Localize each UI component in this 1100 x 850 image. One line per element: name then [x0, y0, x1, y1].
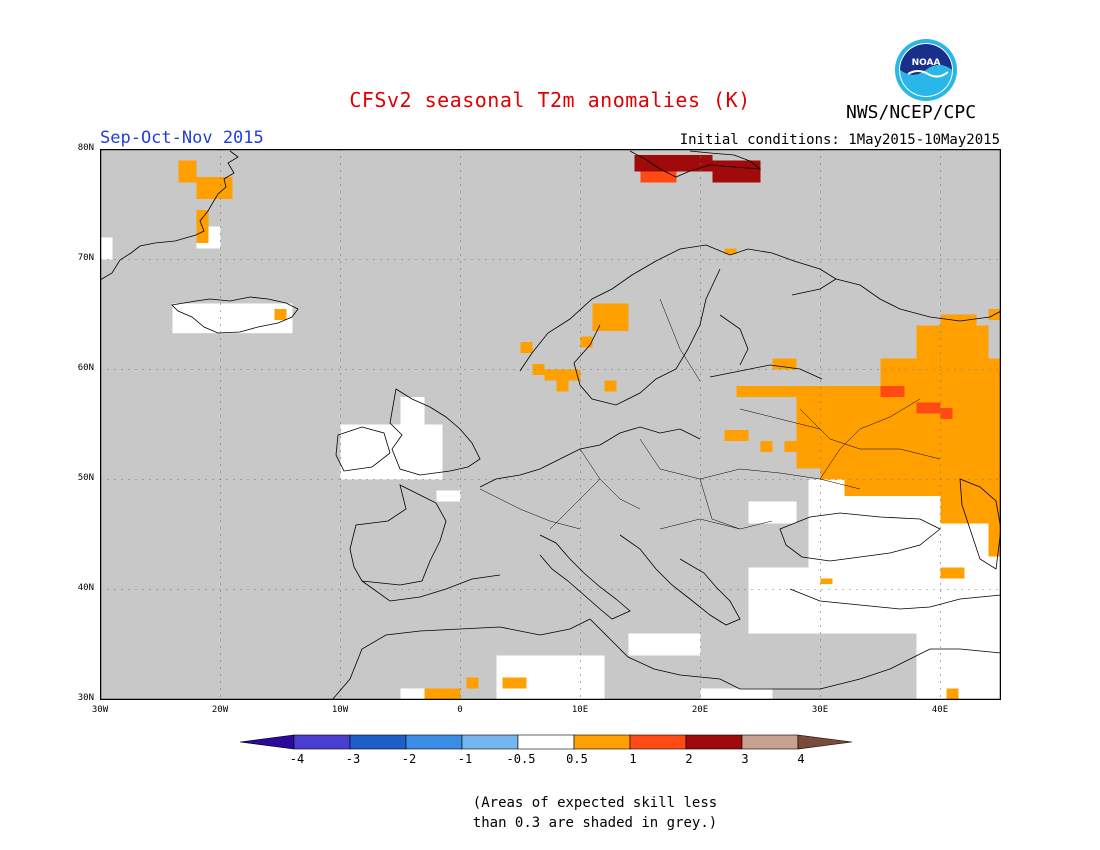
season-label: Sep-Oct-Nov 2015	[100, 128, 264, 148]
map-title: CFSv2 seasonal T2m anomalies (K)	[349, 88, 751, 112]
lon-label-40e: 40E	[931, 705, 949, 715]
colorbar-segment	[741, 734, 799, 750]
anomaly-cell-0.5-1	[544, 369, 581, 381]
colorbar-segment	[405, 734, 463, 750]
anomaly-cell-white	[700, 688, 773, 700]
colorbar-segment	[293, 734, 351, 750]
anomaly-fills	[100, 149, 1001, 700]
anomaly-cell-1-2	[880, 386, 905, 397]
colorbar	[239, 734, 853, 750]
anomaly-cell-1-2	[640, 171, 677, 183]
lat-label-40n: 40N	[77, 583, 94, 593]
colorbar-segment	[517, 734, 575, 750]
colorbar-label: 2	[685, 752, 693, 766]
anomaly-cell-0.5-1	[940, 496, 1001, 524]
colorbar-segment	[461, 734, 519, 750]
anomaly-cell-0.5-1	[736, 386, 797, 397]
anomaly-cell-white	[400, 397, 425, 425]
anomaly-cell-0.5-1	[580, 336, 593, 348]
coastlines	[100, 150, 1001, 700]
anomaly-cell-0.5-1	[502, 677, 527, 689]
anomaly-cell-0.5-1	[178, 160, 197, 183]
colorbar-min-arrow	[239, 734, 295, 750]
agency-label: NWS/NCEP/CPC	[846, 102, 977, 123]
anomaly-cell-1-2	[940, 408, 953, 419]
colorbar-label: 4	[797, 752, 805, 766]
anomaly-cell-white	[748, 501, 797, 524]
colorbar-label: 3	[741, 752, 749, 766]
colorbar-label: -1	[457, 752, 473, 766]
anomaly-cell-white	[100, 237, 113, 260]
anomaly-map	[100, 149, 1001, 700]
colorbar-max-arrow	[797, 734, 853, 750]
colorbar-segment	[573, 734, 631, 750]
anomaly-cell-1-2	[916, 402, 941, 414]
colorbar-segment	[685, 734, 743, 750]
anomaly-cell-0.5-1	[724, 248, 737, 254]
lon-label-10w: 10W	[331, 705, 349, 715]
svg-text:NOAA: NOAA	[912, 58, 941, 68]
anomaly-cell-0.5-1	[940, 314, 977, 326]
anomaly-cell-0.5-1	[772, 358, 797, 370]
anomaly-cell-0.5-1	[274, 309, 287, 320]
lon-label-10e: 10E	[571, 705, 589, 715]
lat-label-70n: 70N	[77, 253, 94, 263]
colorbar-label: 1	[629, 752, 637, 766]
initial-conditions-label: Initial conditions: 1May2015-10May2015	[679, 132, 1000, 148]
colorbar-label: -4	[289, 752, 305, 766]
anomaly-cell-white	[436, 490, 461, 502]
map-frame	[100, 149, 1001, 700]
anomaly-cell-0.5-1	[196, 177, 233, 199]
gridlines	[100, 149, 1000, 699]
anomaly-cell-0.5-1	[916, 325, 989, 359]
lat-label-80n: 80N	[77, 143, 94, 153]
lon-label-20w: 20W	[211, 705, 229, 715]
anomaly-cell-0.5-1	[796, 386, 1001, 469]
anomaly-cell-0.5-1	[946, 688, 959, 700]
anomaly-cell-0.5-1	[940, 567, 965, 579]
anomaly-cell-0.5-1	[466, 677, 479, 689]
anomaly-cell-0.5-1	[988, 523, 1001, 557]
colorbar-segment	[349, 734, 407, 750]
lon-label-30e: 30E	[811, 705, 829, 715]
anomaly-cell-0.5-1	[820, 468, 1001, 480]
anomaly-cell-white	[340, 424, 443, 480]
colorbar-label: 0.5	[566, 752, 588, 766]
anomaly-cell-0.5-1	[604, 380, 617, 392]
anomaly-cell-0.5-1	[844, 479, 1001, 496]
anomaly-cell-0.5-1	[424, 688, 461, 700]
anomaly-cell-0.5-1	[760, 441, 773, 452]
anomaly-cell-white	[628, 633, 701, 656]
anomaly-cell-0.5-1	[724, 430, 749, 441]
colorbar-label: -3	[345, 752, 361, 766]
lat-label-30n: 30N	[77, 693, 94, 703]
skill-note-line: (Areas of expected skill less	[472, 795, 718, 811]
anomaly-cell-0.5-1	[556, 380, 569, 392]
lon-label-30w: 30W	[91, 705, 109, 715]
colorbar-segment	[629, 734, 687, 750]
lon-label-0: 0	[457, 705, 463, 715]
anomaly-cell-2-3	[634, 155, 713, 172]
lon-label-20e: 20E	[691, 705, 709, 715]
anomaly-cell-0.5-1	[820, 578, 833, 584]
anomaly-cell-0.5-1	[520, 342, 533, 353]
skill-note: (Areas of expected skill less than 0.3 a…	[430, 793, 760, 833]
noaa-logo: NOAA	[895, 39, 957, 101]
anomaly-cell-0.5-1	[592, 303, 629, 331]
borders	[479, 298, 941, 530]
lat-label-60n: 60N	[77, 363, 94, 373]
anomaly-cell-white	[172, 303, 293, 334]
lat-label-50n: 50N	[77, 473, 94, 483]
colorbar-label: -2	[401, 752, 417, 766]
colorbar-label: -0.5	[506, 752, 536, 766]
anomaly-cell-0.5-1	[532, 364, 545, 375]
skill-note-line: than 0.3 are shaded in grey.)	[472, 815, 718, 831]
